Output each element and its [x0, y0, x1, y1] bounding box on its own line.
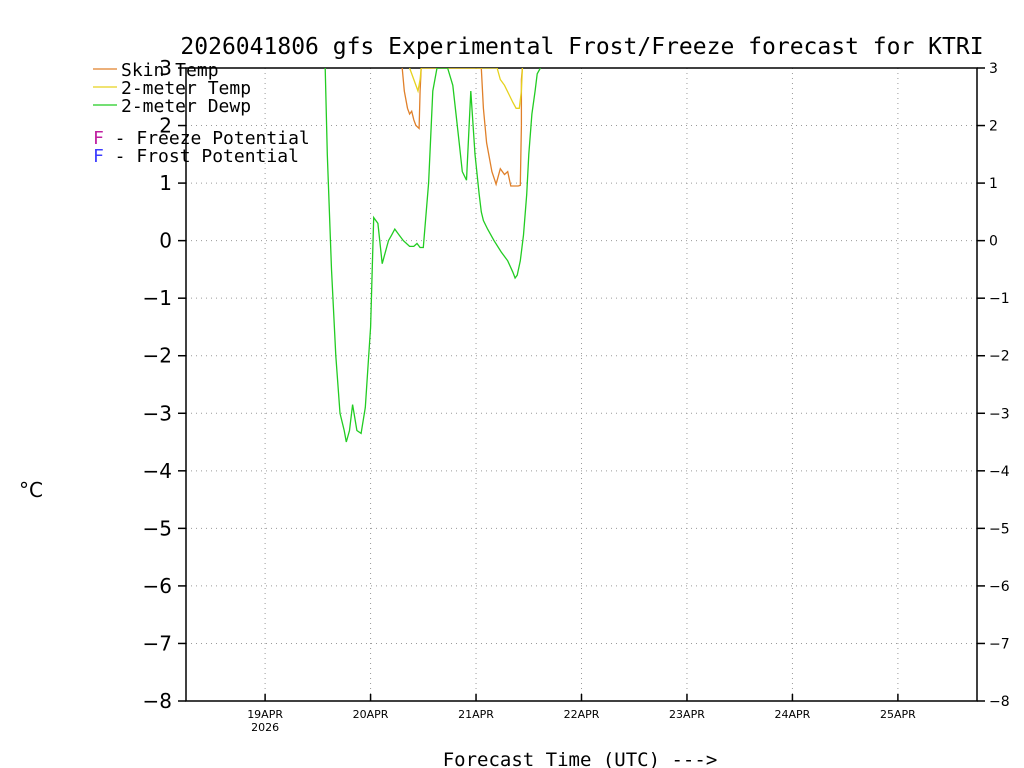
y-tick-label: −3	[143, 401, 172, 425]
y-tick-label: 1	[159, 171, 172, 195]
y-tick-label: −7	[143, 631, 172, 655]
y-tick-label: −1	[143, 286, 172, 310]
y-tick-label-right: −3	[989, 406, 1010, 422]
x-tick-label: 22APR	[564, 708, 600, 721]
x-tick-label: 20APR	[353, 708, 389, 721]
y-tick-label-right: −4	[989, 464, 1010, 480]
x-tick-label: 21APR	[458, 708, 494, 721]
y-axis-label: °C	[19, 478, 43, 502]
chart-title: 2026041806 gfs Experimental Frost/Freeze…	[180, 34, 983, 60]
annotation-label: - Frost Potential	[104, 146, 299, 167]
y-tick-label-right: 3	[989, 61, 998, 77]
y-tick-label: 0	[159, 229, 172, 253]
series-line-2-meter-temp	[408, 68, 524, 109]
x-tick-label: 24APR	[775, 708, 811, 721]
y-tick-label: −4	[143, 459, 172, 483]
x-axis-label: Forecast Time (UTC) --->	[443, 749, 718, 768]
annotation-text: F - Freeze Potential	[93, 128, 310, 149]
y-tick-label: −6	[143, 574, 172, 598]
grid-layer	[186, 68, 977, 701]
y-tick-label-right: −7	[989, 636, 1010, 652]
y-tick-label: −5	[143, 516, 172, 540]
y-tick-label: −8	[143, 689, 172, 713]
axis-layer: −8 −8 −7 −7 −6 −6 −5 −5 −4 −4 −3 −3 −2 −2 −1 −1 0 0 1 1 2 2 3 3…	[143, 56, 1010, 734]
x-tick-label: 25APR	[880, 708, 916, 721]
annotation-letter: F	[93, 146, 104, 167]
legend-label: Skin Temp	[121, 60, 219, 81]
y-tick-label-right: −8	[989, 694, 1010, 710]
y-tick-label: 2	[159, 114, 172, 138]
y-tick-label-right: 2	[989, 119, 998, 135]
x-tick-label: 23APR	[669, 708, 705, 721]
legend-label: 2-meter Dewp	[121, 96, 251, 117]
series-line-skin-temp	[401, 68, 524, 187]
legend-label: 2-meter Temp	[121, 78, 251, 99]
x-tick-sublabel: 2026	[251, 721, 279, 734]
annotation-text: F - Frost Potential	[93, 146, 299, 167]
annotation-label: - Freeze Potential	[104, 128, 310, 149]
y-tick-label-right: −6	[989, 579, 1010, 595]
y-tick-label: 3	[159, 56, 172, 80]
annotation-letter: F	[93, 128, 104, 149]
x-tick-label: 19APR	[247, 708, 283, 721]
y-tick-label-right: −5	[989, 521, 1010, 537]
y-tick-label-right: −1	[989, 291, 1010, 307]
y-tick-label-right: 0	[989, 234, 998, 250]
series-layer	[324, 68, 541, 443]
series-line-2-meter-dewp	[324, 68, 541, 443]
y-tick-label-right: 1	[989, 176, 998, 192]
y-tick-label: −2	[143, 344, 172, 368]
plot-frame	[185, 67, 978, 702]
y-tick-label-right: −2	[989, 349, 1010, 365]
